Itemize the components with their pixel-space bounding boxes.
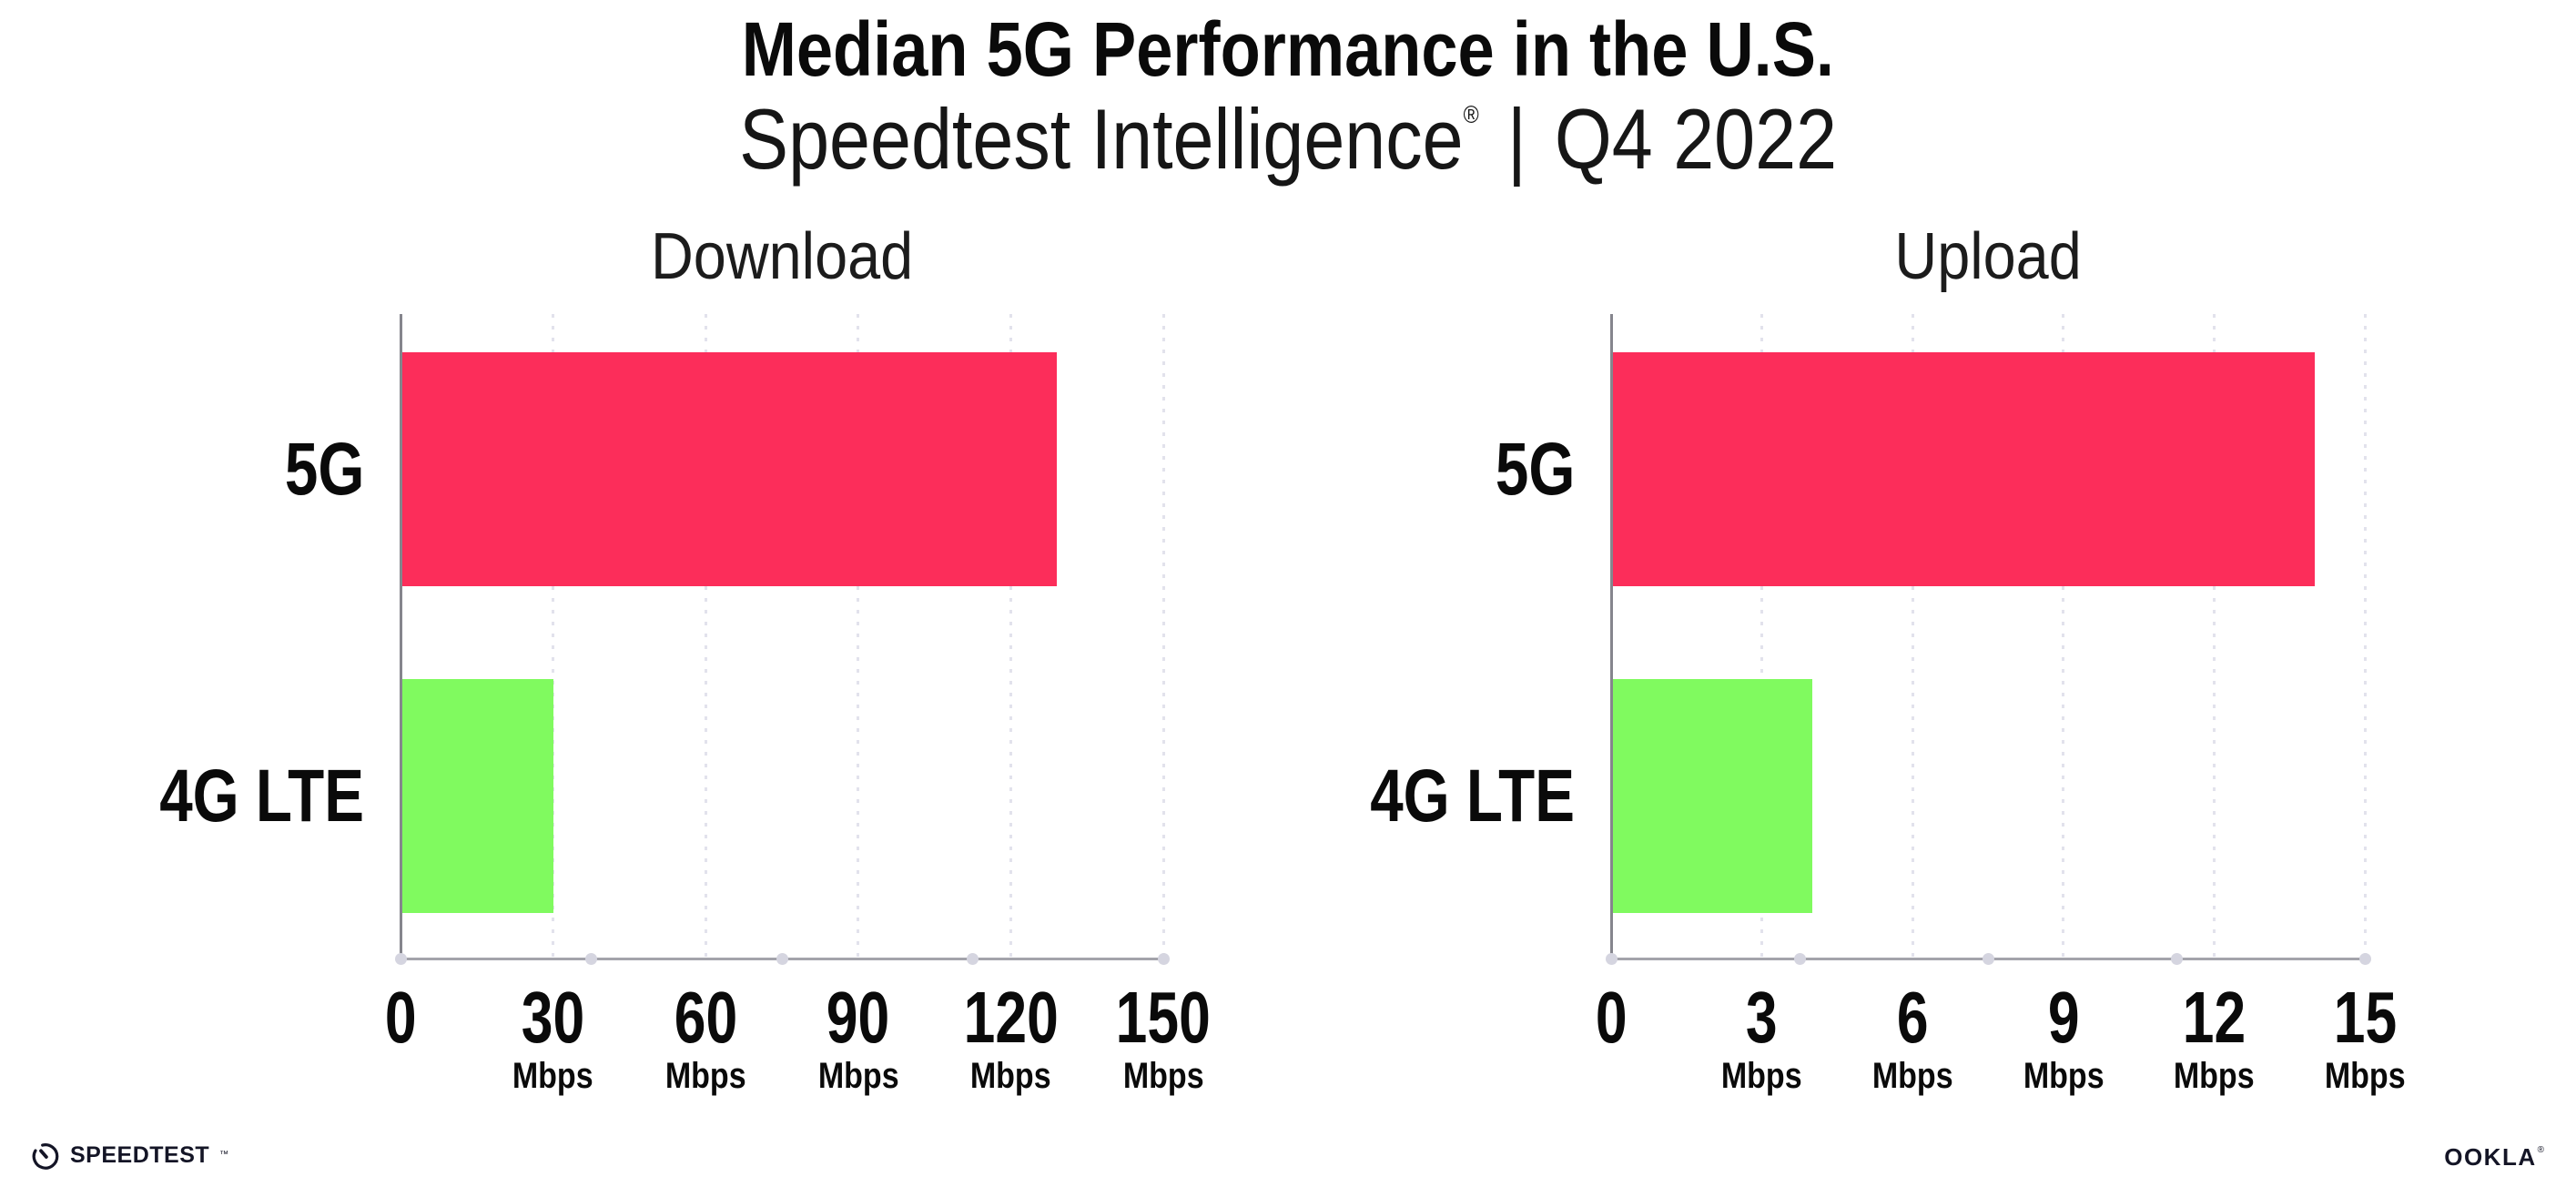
x-axis-line xyxy=(399,958,1165,960)
category-label: 4G LTE xyxy=(1029,754,1575,837)
gridline xyxy=(1161,314,1165,958)
x-tick-label: 150 xyxy=(1054,981,1273,1054)
x-tick-label: 0 xyxy=(1502,981,1720,1054)
speedometer-gauge-icon xyxy=(32,1143,59,1170)
x-tick-unit: Mbps xyxy=(1803,1058,2022,1094)
gridline xyxy=(2212,314,2216,958)
bar-4g-lte-upload xyxy=(1612,679,1812,913)
x-tick-unit-text: Mbps xyxy=(1721,1056,1802,1096)
chart-title: Download xyxy=(509,224,1055,289)
x-tick-unit: Mbps xyxy=(1954,1058,2173,1094)
x-tick-unit: Mbps xyxy=(749,1058,968,1094)
x-tick-value: 30 xyxy=(521,977,585,1058)
gridline xyxy=(1009,314,1012,958)
gridline xyxy=(552,314,555,958)
subtitle-period: Q4 2022 xyxy=(1554,91,1837,187)
x-tick-label: 15 xyxy=(2256,981,2474,1054)
x-tick-value: 3 xyxy=(1746,977,1778,1058)
bar-5g-upload xyxy=(1612,352,2315,586)
x-tick-unit-text: Mbps xyxy=(2324,1056,2406,1096)
axis-tick-dot xyxy=(394,953,407,965)
x-tick-label: 120 xyxy=(901,981,1120,1054)
gridline xyxy=(857,314,860,958)
x-axis-line xyxy=(1609,958,2367,960)
x-tick-unit-text: Mbps xyxy=(664,1056,746,1096)
chart-title: Upload xyxy=(1715,224,2261,289)
y-axis-line xyxy=(399,314,402,958)
axis-tick-dot xyxy=(1793,953,1806,965)
chart-title-text: Upload xyxy=(1894,220,2082,293)
category-label-text: 5G xyxy=(1495,427,1575,511)
x-tick-value: 60 xyxy=(674,977,737,1058)
x-tick-value: 0 xyxy=(384,977,417,1058)
chart-title-text: Download xyxy=(650,220,914,293)
y-axis-line xyxy=(1609,314,1613,958)
x-tick-unit-text: Mbps xyxy=(1871,1056,1953,1096)
x-tick-label: 0 xyxy=(291,981,510,1054)
x-tick-value: 12 xyxy=(2182,977,2246,1058)
axis-tick-dot xyxy=(2358,953,2371,965)
gridline xyxy=(2062,314,2065,958)
x-tick-label: 60 xyxy=(596,981,815,1054)
bar-5g-download xyxy=(401,352,1057,586)
x-tick-unit: Mbps xyxy=(901,1058,1120,1094)
trademark-symbol: ™ xyxy=(219,1150,229,1160)
axis-tick-dot xyxy=(585,953,597,965)
subtitle-separator: | xyxy=(1506,91,1526,187)
x-tick-unit: Mbps xyxy=(2256,1058,2474,1094)
speedtest-logo: SPEEDTEST ™ xyxy=(30,1140,228,1171)
x-tick-unit-text: Mbps xyxy=(970,1056,1051,1096)
x-tick-unit: Mbps xyxy=(1054,1058,1273,1094)
x-tick-unit: Mbps xyxy=(596,1058,815,1094)
x-tick-value: 6 xyxy=(1896,977,1929,1058)
x-tick-label: 3 xyxy=(1653,981,1871,1054)
category-label: 5G xyxy=(0,427,364,511)
category-label: 4G LTE xyxy=(0,754,364,837)
axis-tick-dot xyxy=(1982,953,1994,965)
category-label-text: 5G xyxy=(284,427,364,511)
category-label-text: 4G LTE xyxy=(1370,754,1575,837)
x-tick-unit: Mbps xyxy=(2104,1058,2323,1094)
ookla-logo: OOKLA® xyxy=(2444,1145,2544,1169)
registered-symbol: ® xyxy=(2537,1145,2544,1155)
x-tick-unit-text: Mbps xyxy=(512,1056,593,1096)
x-tick-label: 30 xyxy=(444,981,663,1054)
subtitle-brand: Speedtest Intelligence xyxy=(739,91,1464,187)
axis-tick-dot xyxy=(1157,953,1170,965)
page-subtitle: Speedtest Intelligence® | Q4 2022 xyxy=(0,96,2576,182)
category-label-text: 4G LTE xyxy=(159,754,364,837)
x-tick-value: 120 xyxy=(963,977,1059,1058)
x-tick-unit-text: Mbps xyxy=(817,1056,899,1096)
page-title: Median 5G Performance in the U.S. xyxy=(741,6,1835,92)
gridline xyxy=(2363,314,2367,958)
x-tick-label: 9 xyxy=(1954,981,2173,1054)
x-tick-unit-text: Mbps xyxy=(2174,1056,2255,1096)
x-tick-unit: Mbps xyxy=(444,1058,663,1094)
gridline xyxy=(704,314,707,958)
x-tick-value: 90 xyxy=(827,977,890,1058)
gridline xyxy=(1760,314,1764,958)
axis-tick-dot xyxy=(776,953,788,965)
x-tick-label: 12 xyxy=(2104,981,2323,1054)
x-tick-unit: Mbps xyxy=(1653,1058,1871,1094)
axis-tick-dot xyxy=(1605,953,1618,965)
registered-trademark-symbol: ® xyxy=(1463,101,1479,128)
x-tick-label: 90 xyxy=(749,981,968,1054)
x-tick-value: 9 xyxy=(2047,977,2080,1058)
axis-tick-dot xyxy=(2170,953,2183,965)
x-tick-value: 150 xyxy=(1115,977,1212,1058)
bar-4g-lte-download xyxy=(401,679,553,913)
x-tick-value: 0 xyxy=(1595,977,1628,1058)
x-tick-label: 6 xyxy=(1803,981,2022,1054)
axis-tick-dot xyxy=(967,953,979,965)
x-tick-unit-text: Mbps xyxy=(2023,1056,2104,1096)
gridline xyxy=(1911,314,1914,958)
x-tick-unit-text: Mbps xyxy=(1122,1056,1204,1096)
speedtest-wordmark: SPEEDTEST xyxy=(70,1141,210,1168)
x-tick-value: 15 xyxy=(2333,977,2397,1058)
ookla-wordmark: OOKLA xyxy=(2444,1143,2537,1171)
category-label: 5G xyxy=(1029,427,1575,511)
